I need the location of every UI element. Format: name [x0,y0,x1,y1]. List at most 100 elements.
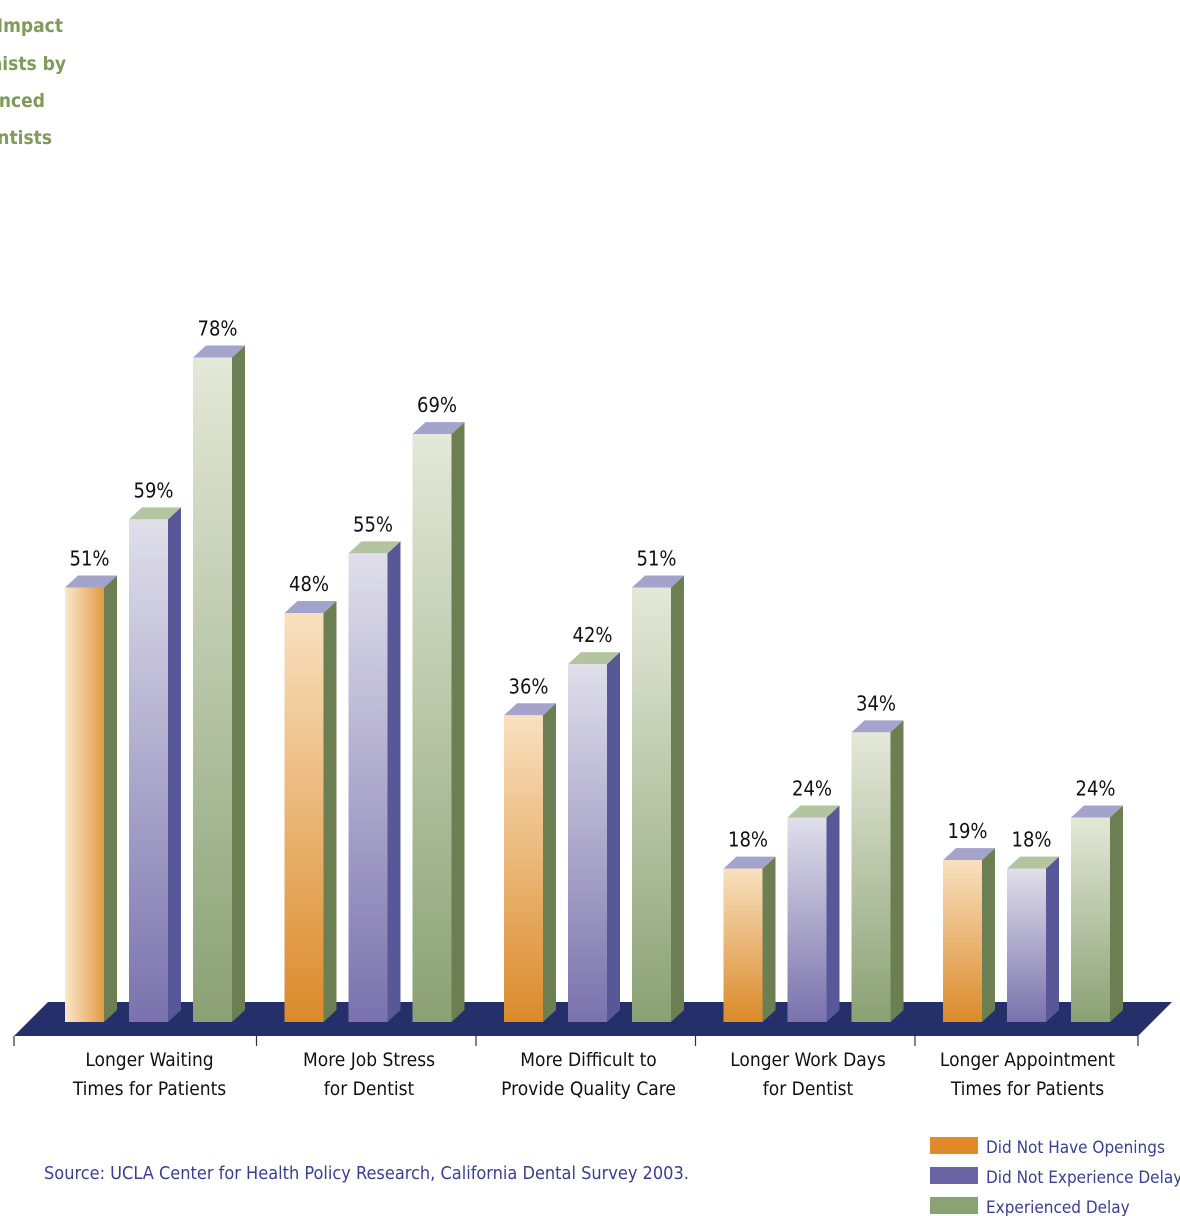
bar-top [504,703,556,716]
bar-side [1110,805,1123,1022]
bar-top [723,856,776,869]
bar-side [982,848,995,1022]
title-line: entists [0,127,52,149]
bar-side [762,856,776,1022]
category-label: More Job Stress for Dentist [303,1049,435,1100]
data-label: 51% [70,546,110,570]
legend-label: Did Not Have Openings [986,1138,1165,1158]
bar-side [323,601,337,1022]
bar-top [412,422,465,435]
bar [65,575,117,1022]
bar-top [943,848,995,861]
data-label: 34% [856,691,896,715]
data-label: 19% [948,819,988,843]
bar-side [387,541,401,1022]
data-label: 48% [289,572,329,596]
bar-side [543,703,556,1022]
bar-front [1071,817,1110,1022]
legend-label: Did Not Experience Delay [986,1168,1180,1188]
bar-top [65,575,117,588]
legend-item: Did Not Experience Delay [930,1167,1180,1188]
bar-front [1007,868,1046,1022]
bar-front [568,664,607,1022]
legend: Did Not Have Openings Did Not Experience … [930,1137,1180,1216]
bar-front [65,587,104,1022]
legend-swatch [930,1197,978,1214]
title-line: nists by [0,53,66,75]
bar-front [632,587,671,1022]
chart-title: Impact nists by enced entists [0,15,66,149]
source-note: Source: UCLA Center for Health Policy Re… [44,1163,689,1184]
category-label: Longer Waiting Times for Patients [72,1049,226,1100]
bar-side [607,652,620,1022]
bar [1007,856,1059,1022]
bar-top [1071,805,1123,818]
bar-front [412,434,452,1022]
bar [129,507,181,1022]
bar-side [451,422,465,1022]
bar-front [129,519,168,1022]
legend-label: Experienced Delay [986,1198,1130,1216]
bar [284,601,337,1022]
bar [412,422,465,1022]
bar-front [851,732,891,1022]
bar [193,345,245,1022]
data-label: 51% [637,546,677,570]
bar-top [568,652,620,665]
data-label: 55% [353,512,393,536]
bar-front [723,868,763,1022]
category-label: Longer Work Days for Dentist [730,1049,886,1100]
bar [504,703,556,1022]
bar-side [671,575,684,1022]
category-label: More Difficult to Provide Quality Care [501,1049,676,1100]
bar-side [890,720,904,1022]
bar-side [168,507,181,1022]
bar [723,856,776,1022]
bar [632,575,684,1022]
x-axis [13,1036,1139,1046]
bar [348,541,401,1022]
bar-front [193,357,232,1022]
title-line: enced [0,90,45,112]
bar-front [943,860,982,1022]
bar-top [632,575,684,588]
bars-group: 51% 59% 78% 48% 55% 69% 36% 42% 51% 18% 24% 34% 19% 1… [65,316,1123,1022]
bar-top [129,507,181,520]
bar-side [232,345,245,1022]
data-label: 78% [198,316,238,340]
category-labels: Longer Waiting Times for Patients More Job… [72,1049,1116,1100]
legend-swatch [930,1167,978,1184]
legend-item: Experienced Delay [930,1197,1130,1216]
bar [787,805,840,1022]
legend-swatch [930,1137,978,1154]
bar [1071,805,1123,1022]
bar-side [104,575,117,1022]
bar-front [348,553,388,1022]
bar-front [787,817,827,1022]
title-line: Impact [0,15,63,37]
bar-front [284,613,324,1022]
bar-top [284,601,337,614]
data-label: 69% [417,393,457,417]
bar-side [826,805,840,1022]
category-label: Longer Appointment Times for Patients [940,1049,1115,1100]
data-label: 24% [792,777,832,801]
data-label: 18% [1012,828,1052,852]
bar-top [193,345,245,358]
data-label: 42% [573,623,613,647]
bar-front [504,715,543,1022]
bar-side [1046,856,1059,1022]
data-label: 24% [1076,777,1116,801]
legend-item: Did Not Have Openings [930,1137,1165,1158]
data-label: 18% [728,828,768,852]
bar-top [851,720,904,733]
bar [851,720,904,1022]
bar-top [1007,856,1059,869]
bar-top [348,541,401,554]
bar-top [787,805,840,818]
data-label: 59% [134,478,174,502]
bar [568,652,620,1022]
data-label: 36% [509,674,549,698]
bar [943,848,995,1022]
